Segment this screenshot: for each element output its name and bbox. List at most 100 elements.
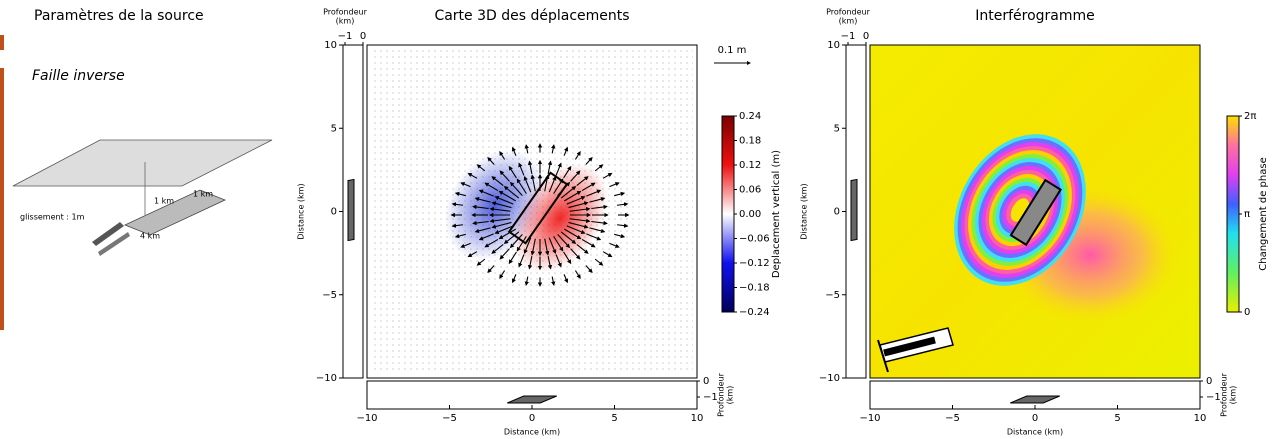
vector-arrow bbox=[491, 221, 512, 229]
vector-arrow bbox=[530, 174, 536, 192]
x-tick-label: 10 bbox=[1194, 413, 1207, 424]
vector-arrow bbox=[454, 191, 466, 197]
vector-arrow bbox=[576, 176, 589, 187]
satellite-base bbox=[877, 339, 889, 373]
chart-title: Carte 3D des déplacements bbox=[434, 8, 629, 24]
vector-arrow bbox=[489, 206, 511, 212]
vector-arrow bbox=[557, 234, 571, 249]
vector-arrow bbox=[553, 178, 564, 194]
vector-arrow bbox=[487, 265, 495, 274]
vector-arrow bbox=[499, 151, 506, 160]
vector-arrow bbox=[614, 191, 626, 197]
y-tick-label: −10 bbox=[819, 373, 840, 384]
vector-arrow bbox=[566, 225, 586, 234]
accent-bar bbox=[0, 35, 4, 50]
vector-arrow bbox=[555, 162, 562, 176]
slip-label: glissement : 1m bbox=[20, 213, 85, 222]
vector-arrow bbox=[594, 258, 604, 266]
colorbar bbox=[721, 115, 735, 313]
vector-arrow bbox=[498, 190, 517, 202]
colorbar bbox=[1226, 115, 1240, 313]
depth-label: (km) bbox=[1229, 386, 1238, 405]
vector-arrow bbox=[563, 190, 582, 202]
vector-arrow bbox=[568, 201, 589, 209]
chart-panel: Carte 3D des déplacements Profondeur Profo… bbox=[297, 8, 783, 437]
vector-arrow bbox=[460, 242, 471, 248]
x-tick-label: 0 bbox=[529, 413, 535, 424]
dim-label: 1 km bbox=[154, 197, 174, 206]
fault-outline bbox=[507, 171, 569, 245]
depth-label: Profondeur bbox=[323, 8, 368, 17]
vector-arrow bbox=[451, 202, 464, 207]
accent-bar bbox=[0, 68, 4, 330]
fringe bbox=[981, 166, 1059, 254]
vector-arrow bbox=[568, 221, 589, 229]
vector-arrow bbox=[491, 243, 504, 254]
vector-arrow bbox=[524, 144, 529, 154]
vector-arrow bbox=[585, 265, 593, 274]
fringe bbox=[961, 142, 1079, 278]
vector-arrow bbox=[563, 146, 569, 156]
uplift-blob bbox=[512, 163, 608, 273]
vector-arrow bbox=[570, 170, 581, 182]
vector-arrow bbox=[574, 151, 581, 160]
x-axis-label: Distance (km) bbox=[1007, 428, 1063, 437]
vector-arrow bbox=[574, 270, 581, 279]
chart-title: Interférogramme bbox=[975, 8, 1095, 24]
y-tick-label: 0 bbox=[331, 207, 337, 218]
slip-arrow bbox=[92, 222, 124, 246]
y-tick-label: −10 bbox=[316, 373, 337, 384]
vector-arrow bbox=[581, 238, 596, 248]
vector-arrow bbox=[484, 238, 499, 248]
colorbar-tick-label: 0.00 bbox=[739, 209, 761, 220]
colorbar-tick-label: π bbox=[1244, 209, 1250, 220]
fringe bbox=[978, 162, 1062, 258]
depth-label: (km) bbox=[726, 386, 735, 405]
depth-tick-label: −1 bbox=[703, 392, 718, 403]
surface-plane bbox=[12, 139, 273, 187]
depth-tick-label: 0 bbox=[1206, 376, 1212, 387]
depth-tick-label: −1 bbox=[1206, 392, 1221, 403]
vector-arrow bbox=[570, 248, 581, 260]
vector-arrow bbox=[451, 223, 464, 228]
vector-arrow bbox=[494, 196, 514, 205]
y-axis-label: Distance (km) bbox=[800, 183, 809, 239]
vector-arrow bbox=[591, 220, 608, 226]
fringe bbox=[964, 146, 1076, 274]
vector-arrow bbox=[551, 276, 556, 286]
fault-plane bbox=[123, 189, 227, 236]
depth-tick-label: 0 bbox=[703, 376, 709, 387]
fault-patch bbox=[1009, 178, 1062, 247]
vector-arrow bbox=[589, 196, 606, 203]
x-tick-label: −10 bbox=[859, 413, 880, 424]
y-tick-label: 0 bbox=[834, 207, 840, 218]
fringe bbox=[988, 173, 1052, 247]
vector-arrow bbox=[524, 276, 529, 286]
vector-arrow bbox=[491, 176, 504, 187]
vector-arrow bbox=[454, 233, 466, 239]
vector-arrow bbox=[609, 182, 620, 188]
depth-tick-label: 0 bbox=[863, 31, 869, 42]
colorbar-label: Deplacement vertical (m) bbox=[771, 150, 782, 278]
fringe bbox=[957, 138, 1083, 282]
vector-arrow bbox=[560, 231, 577, 244]
vector-arrow bbox=[467, 172, 478, 179]
vector-arrow bbox=[511, 274, 517, 284]
vector-arrow bbox=[585, 156, 593, 165]
vector-arrow bbox=[472, 220, 489, 226]
colorbar-tick-label: 0.12 bbox=[739, 160, 761, 171]
vector-arrow bbox=[530, 238, 536, 256]
vector-arrow bbox=[581, 182, 596, 192]
fault-section bbox=[507, 395, 557, 404]
depth-tick-label: 0 bbox=[360, 31, 366, 42]
depth-label: Profondeur bbox=[826, 8, 871, 17]
colorbar-label: Changement de phase bbox=[1258, 157, 1269, 270]
fault-type: Faille inverse bbox=[32, 68, 125, 84]
vector-arrow bbox=[499, 270, 506, 279]
vector-arrow bbox=[491, 201, 512, 209]
vector-arrow bbox=[602, 251, 613, 258]
vector-arrow bbox=[569, 218, 591, 224]
vector-arrow bbox=[509, 234, 523, 249]
vector-arrow bbox=[547, 255, 553, 270]
